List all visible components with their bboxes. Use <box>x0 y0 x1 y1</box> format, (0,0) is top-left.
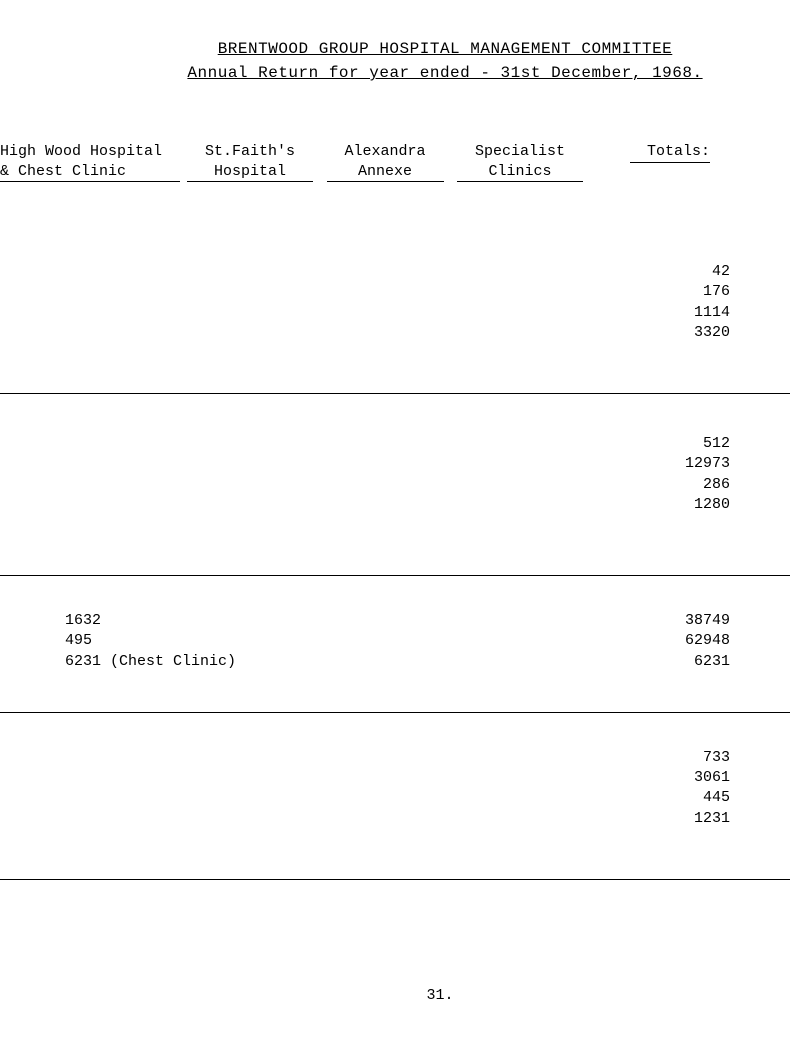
block3-left-1: 495 <box>65 631 400 651</box>
block3-total-2: 6231 <box>400 652 730 672</box>
block1-total-3: 3320 <box>0 323 730 343</box>
block-1: 42 176 1114 3320 <box>0 262 790 343</box>
block1-total-2: 1114 <box>0 303 730 323</box>
block2-total-2: 286 <box>0 475 730 495</box>
block-3: 1632 495 6231 (Chest Clinic) 38749 62948… <box>0 611 790 672</box>
header-col2-line1: St.Faith's <box>180 142 320 162</box>
block4-total-3: 1231 <box>0 809 730 829</box>
block3-total-0: 38749 <box>400 611 730 631</box>
block2-total-0: 512 <box>0 434 730 454</box>
block4-total-0: 733 <box>0 748 730 768</box>
divider-2 <box>0 575 790 576</box>
block2-total-3: 1280 <box>0 495 730 515</box>
divider-3 <box>0 712 790 713</box>
header-col4-line2: Clinics <box>457 162 583 183</box>
header-col1-line1: High Wood Hospital <box>0 142 180 162</box>
page-subtitle: Annual Return for year ended - 31st Dece… <box>100 64 790 82</box>
page-number: 31. <box>0 987 800 1004</box>
header-col1-line2: & Chest Clinic <box>0 162 180 183</box>
header-col2-line2: Hospital <box>187 162 313 183</box>
block3-left-2: 6231 (Chest Clinic) <box>65 652 400 672</box>
header-col3-line1: Alexandra <box>320 142 450 162</box>
block-4: 733 3061 445 1231 <box>0 748 790 829</box>
block1-total-0: 42 <box>0 262 730 282</box>
block2-total-1: 12973 <box>0 454 730 474</box>
block4-total-2: 445 <box>0 788 730 808</box>
divider-4 <box>0 879 790 880</box>
divider-1 <box>0 393 790 394</box>
header-col4-line1: Specialist <box>450 142 590 162</box>
column-headers: High Wood Hospital & Chest Clinic St.Fai… <box>0 142 790 182</box>
block3-left-0: 1632 <box>65 611 400 631</box>
header-col3-line2: Annexe <box>327 162 444 183</box>
block1-total-1: 176 <box>0 282 730 302</box>
page-title: BRENTWOOD GROUP HOSPITAL MANAGEMENT COMM… <box>100 40 790 58</box>
block-2: 512 12973 286 1280 <box>0 434 790 515</box>
header-col5-line2: Totals: <box>630 142 710 163</box>
block4-total-1: 3061 <box>0 768 730 788</box>
block3-total-1: 62948 <box>400 631 730 651</box>
